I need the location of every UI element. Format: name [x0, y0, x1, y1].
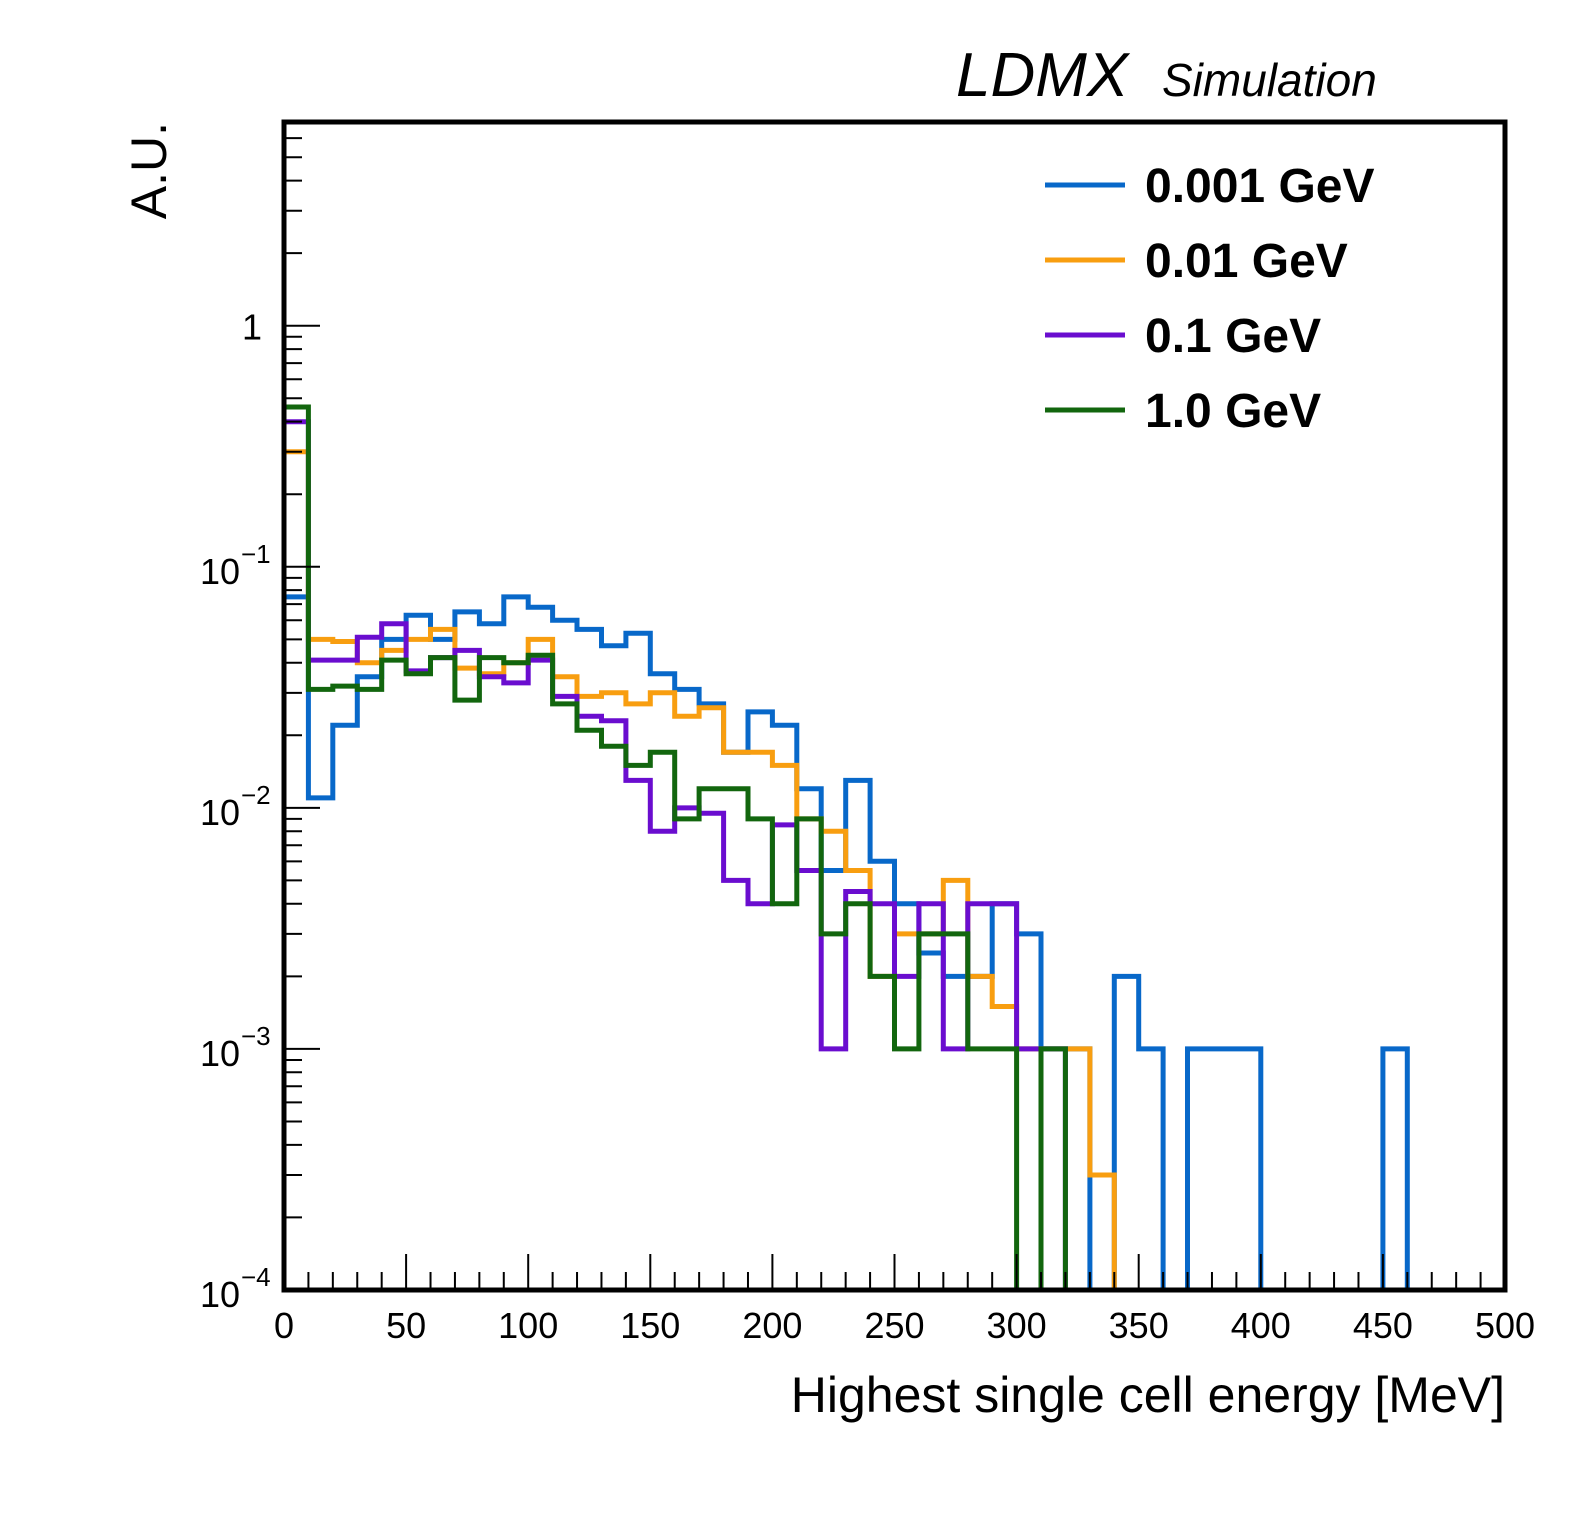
legend-label: 0.01 GeV	[1145, 235, 1348, 288]
y-tick-exponent: −3	[241, 1021, 271, 1051]
x-axis-title: Highest single cell energy [MeV]	[791, 1367, 1505, 1423]
x-tick-label: 50	[386, 1305, 426, 1346]
legend-label: 0.1 GeV	[1145, 310, 1321, 363]
y-tick-base: 10	[200, 551, 240, 592]
brand-subtitle: Simulation	[1162, 54, 1377, 106]
y-tick-exponent: −4	[241, 1262, 271, 1292]
y-tick-base: 10	[200, 792, 240, 833]
x-tick-label: 400	[1231, 1305, 1291, 1346]
brand-title: LDMX	[956, 41, 1131, 110]
y-tick-label: 10 −3	[200, 1021, 271, 1074]
y-tick-label: 1	[242, 307, 262, 348]
legend-item: 0.01 GeV	[1045, 235, 1348, 288]
x-tick-label: 500	[1475, 1305, 1535, 1346]
y-tick-label: 10 −4	[200, 1262, 271, 1315]
legend-label: 1.0 GeV	[1145, 385, 1321, 438]
legend-item: 0.001 GeV	[1045, 160, 1375, 213]
y-tick-exponent: −1	[241, 539, 271, 569]
legend-item: 1.0 GeV	[1045, 385, 1321, 438]
series-line-2	[281, 419, 1505, 1293]
series-line-3	[281, 404, 1505, 1293]
y-axis-title: A.U.	[121, 122, 177, 219]
y-tick-base: 1	[242, 307, 262, 348]
x-tick-label: 100	[498, 1305, 558, 1346]
plot-frame	[281, 119, 1508, 1293]
y-tick-label: 10 −1	[200, 539, 271, 592]
x-tick-label: 0	[274, 1305, 294, 1346]
x-tick-label: 150	[620, 1305, 680, 1346]
x-tick-label: 350	[1109, 1305, 1169, 1346]
series-layer	[281, 404, 1505, 1293]
legend: 0.001 GeV 0.01 GeV 0.1 GeV 1.0 GeV	[1045, 160, 1375, 438]
y-tick-base: 10	[200, 1274, 240, 1315]
y-tick-label: 10 −2	[200, 780, 271, 833]
legend-label: 0.001 GeV	[1145, 160, 1375, 213]
x-tick-label: 250	[864, 1305, 924, 1346]
y-tick-base: 10	[200, 1033, 240, 1074]
x-tick-label: 450	[1353, 1305, 1413, 1346]
legend-item: 0.1 GeV	[1045, 310, 1321, 363]
y-tick-exponent: −2	[241, 780, 271, 810]
x-tick-label: 200	[742, 1305, 802, 1346]
x-tick-label: 300	[987, 1305, 1047, 1346]
